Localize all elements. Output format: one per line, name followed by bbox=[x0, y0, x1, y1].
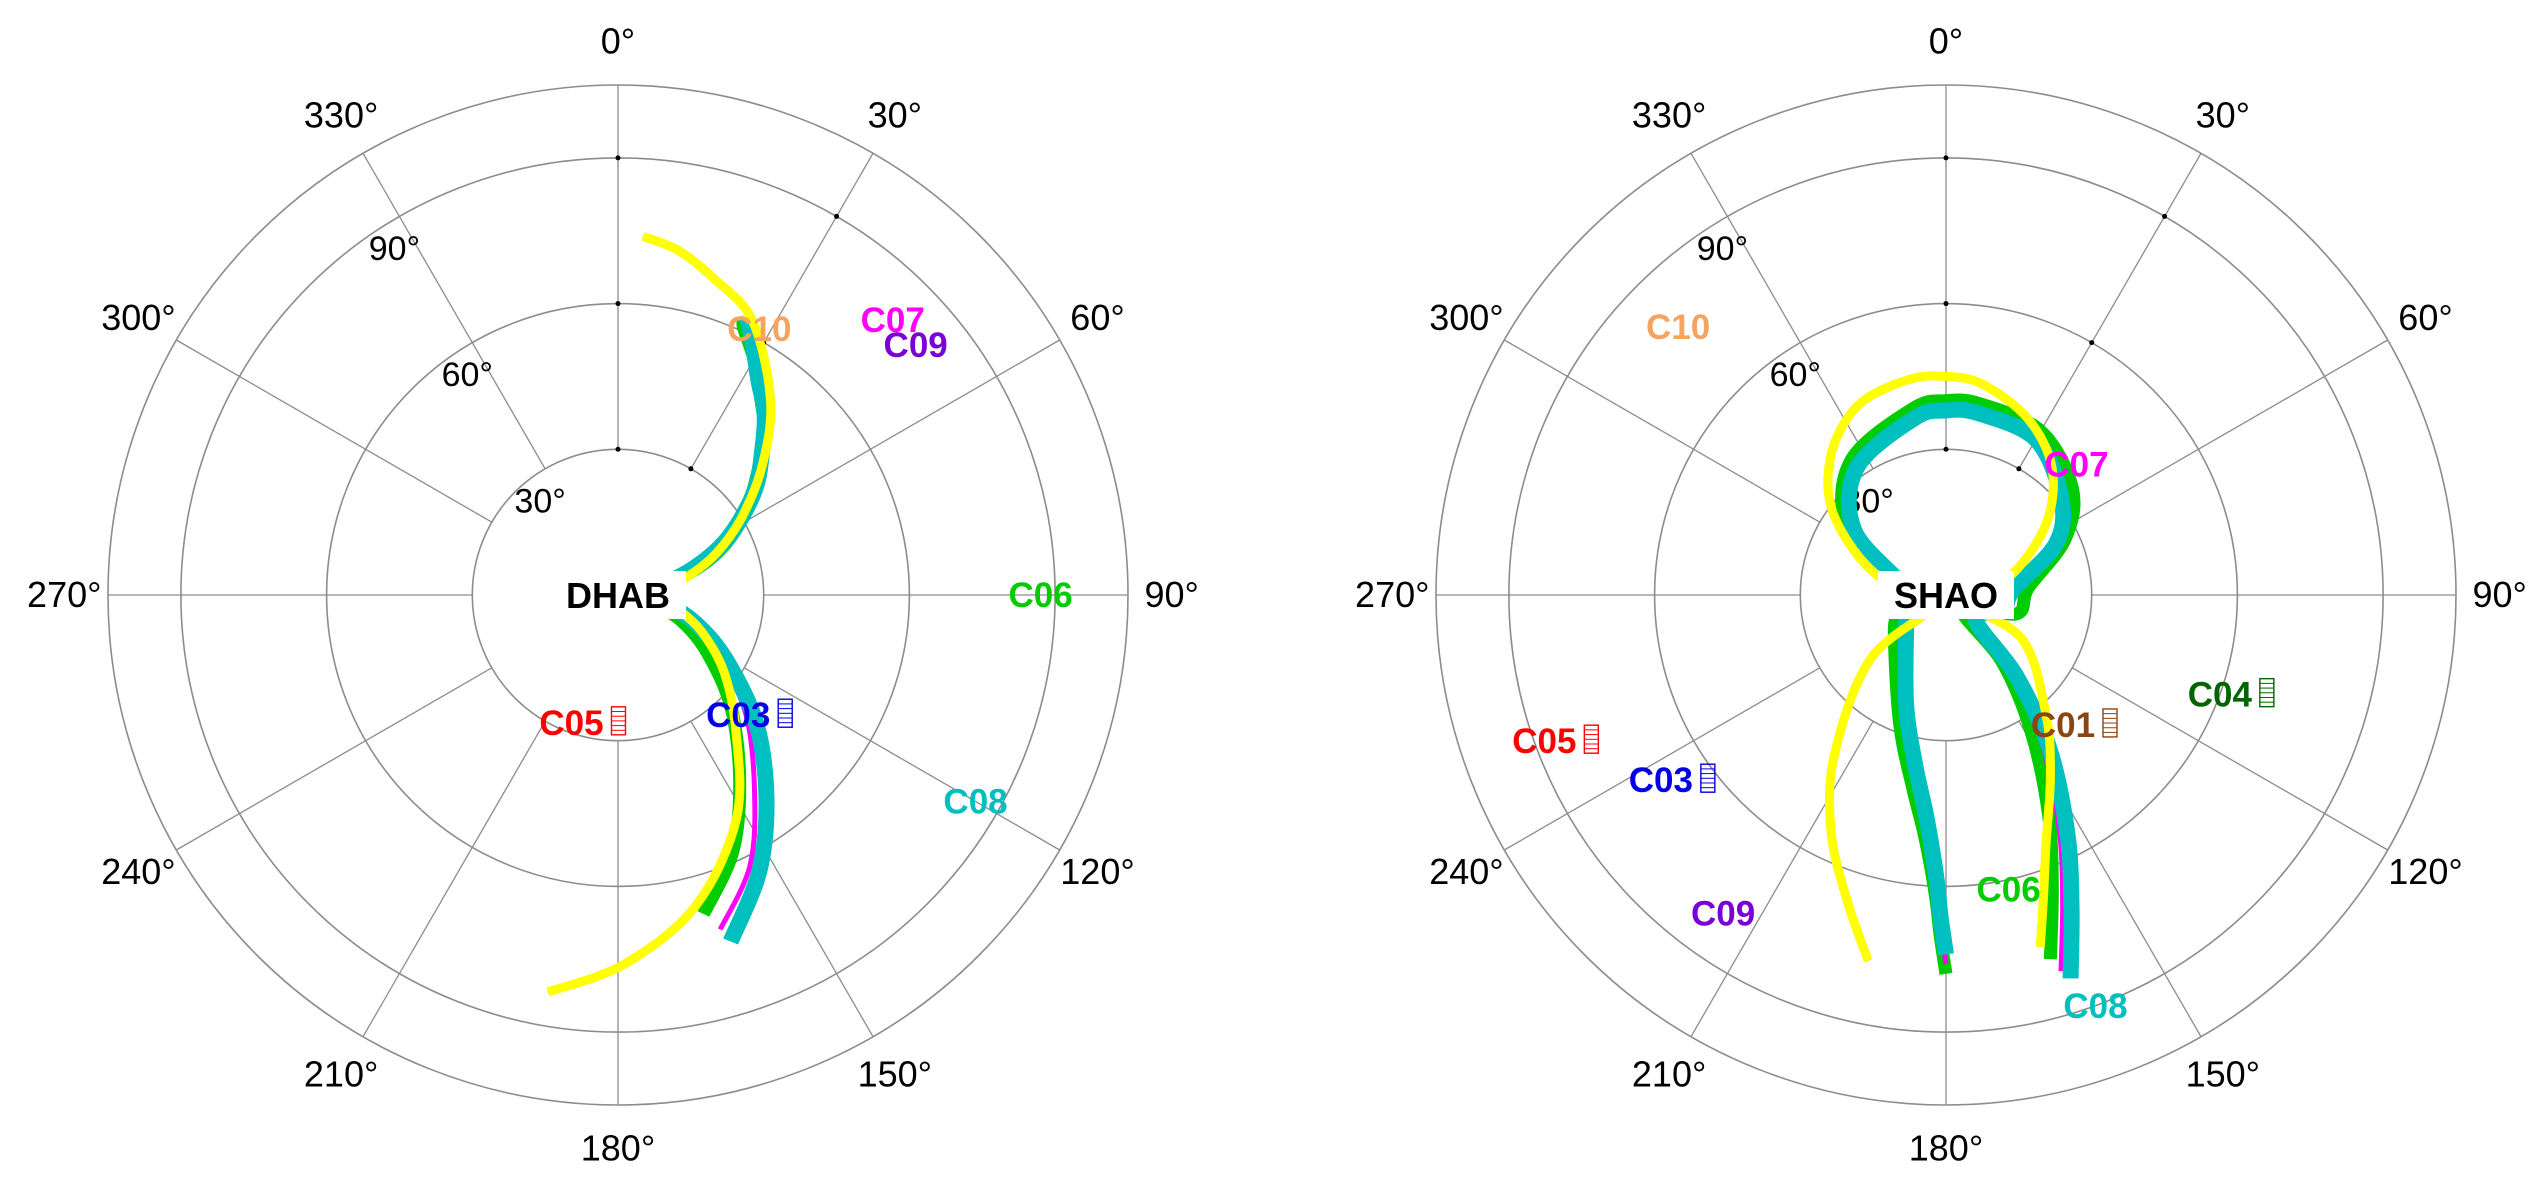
trace-c10 bbox=[1823, 371, 2058, 963]
station-label: SHAO bbox=[1894, 575, 1998, 616]
radial-tick bbox=[2089, 340, 2095, 346]
sat-label-c05: C05 bbox=[1512, 722, 1576, 761]
azimuth-label: 180° bbox=[581, 1128, 655, 1169]
azimuth-label: 330° bbox=[1632, 94, 1706, 135]
radial-tick bbox=[834, 213, 840, 219]
sat-label-c06: C06 bbox=[1008, 576, 1072, 615]
skyplot-dhab: 0° 30° 60° 90° 120° 150° 180° 210° 240° 270° 300° 3… bbox=[27, 20, 1199, 1168]
grid-spoke bbox=[1690, 153, 1874, 470]
sat-label-c03: C03 bbox=[706, 696, 770, 735]
grid-spoke bbox=[743, 339, 1060, 523]
sat-label-c09: C09 bbox=[1691, 894, 1755, 933]
sat-label-c01: C01 bbox=[2031, 706, 2095, 745]
sat-label-c07: C07 bbox=[861, 301, 925, 340]
grid-spoke bbox=[2071, 339, 2388, 523]
radial-tick bbox=[615, 155, 621, 161]
grid-spoke bbox=[2071, 667, 2388, 851]
sat-label-c04: C04 bbox=[2188, 676, 2253, 715]
azimuth-label: 30° bbox=[868, 94, 922, 135]
grid-spoke bbox=[690, 720, 874, 1037]
azimuth-label: 150° bbox=[2186, 1054, 2260, 1095]
azimuth-label: 120° bbox=[1060, 851, 1134, 892]
radial-tick bbox=[1943, 301, 1949, 307]
azimuth-label: 0° bbox=[1929, 20, 1963, 61]
grid-spoke bbox=[362, 720, 546, 1037]
azimuth-label: 0° bbox=[601, 20, 635, 61]
sat-label-c07: C07 bbox=[2044, 445, 2108, 484]
sat-marker-c04 bbox=[2259, 677, 2275, 708]
grid-spoke bbox=[1504, 667, 1821, 851]
grid-spoke bbox=[1690, 720, 1874, 1037]
elevation-label: 60° bbox=[442, 356, 493, 394]
azimuth-label: 330° bbox=[304, 94, 378, 135]
radial-tick bbox=[615, 446, 621, 452]
grid-spoke bbox=[2018, 153, 2202, 470]
grid-spoke bbox=[362, 153, 546, 470]
azimuth-label: 90° bbox=[2472, 574, 2526, 615]
azimuth-label: 300° bbox=[1429, 297, 1503, 338]
station-label: DHAB bbox=[566, 575, 670, 616]
sat-marker-c03 bbox=[1700, 763, 1716, 793]
radial-tick bbox=[2016, 466, 2022, 472]
elevation-label: 90° bbox=[369, 230, 420, 268]
sat-label-c10: C10 bbox=[727, 310, 791, 349]
elevation-label: 60° bbox=[1770, 356, 1821, 394]
radial-tick bbox=[1943, 446, 1949, 452]
radial-tick bbox=[615, 301, 621, 307]
sat-marker-c01 bbox=[2102, 708, 2118, 738]
sat-label-c08: C08 bbox=[943, 782, 1007, 821]
azimuth-label: 60° bbox=[2398, 297, 2452, 338]
grid-spoke bbox=[176, 667, 493, 851]
station-label-bg bbox=[550, 571, 686, 619]
grid-spoke bbox=[176, 339, 493, 523]
azimuth-label: 90° bbox=[1144, 574, 1198, 615]
sat-marker-c05 bbox=[1583, 724, 1600, 754]
azimuth-label: 240° bbox=[101, 851, 175, 892]
azimuth-label: 210° bbox=[1632, 1054, 1706, 1095]
azimuth-label: 150° bbox=[858, 1054, 932, 1095]
sat-label-c03: C03 bbox=[1629, 761, 1693, 800]
sat-marker-c03 bbox=[777, 698, 793, 728]
grid-spoke bbox=[1504, 339, 1821, 523]
radial-tick bbox=[2162, 213, 2168, 219]
station-label-bg bbox=[1878, 571, 2014, 619]
trace-c08 bbox=[1840, 401, 2080, 979]
sat-label-c06: C06 bbox=[1977, 871, 2041, 910]
grid-spoke bbox=[743, 667, 1060, 851]
trace-c08 bbox=[609, 315, 775, 945]
radial-tick bbox=[1943, 155, 1949, 161]
grid-spoke bbox=[690, 153, 874, 470]
radial-tick bbox=[688, 466, 694, 472]
azimuth-label: 240° bbox=[1429, 851, 1503, 892]
azimuth-label: 120° bbox=[2388, 851, 2462, 892]
azimuth-label: 30° bbox=[2196, 94, 2250, 135]
sat-label-c05: C05 bbox=[539, 704, 603, 743]
azimuth-label: 270° bbox=[1355, 574, 1429, 615]
sat-marker-c05 bbox=[610, 706, 627, 736]
azimuth-label: 60° bbox=[1070, 297, 1124, 338]
azimuth-label: 300° bbox=[101, 297, 175, 338]
azimuth-label: 270° bbox=[27, 574, 101, 615]
azimuth-label: 210° bbox=[304, 1054, 378, 1095]
elevation-label: 30° bbox=[514, 482, 565, 520]
sat-label-c09: C09 bbox=[884, 326, 948, 365]
sat-label-c08: C08 bbox=[2063, 987, 2127, 1026]
azimuth-label: 180° bbox=[1909, 1128, 1983, 1169]
sat-label-c10: C10 bbox=[1646, 308, 1710, 347]
skyplot-shao: 0° 30° 60° 90° 120° 150° 180° 210° 240° 270° 300° 3… bbox=[1355, 20, 2527, 1168]
elevation-label: 90° bbox=[1697, 230, 1748, 268]
